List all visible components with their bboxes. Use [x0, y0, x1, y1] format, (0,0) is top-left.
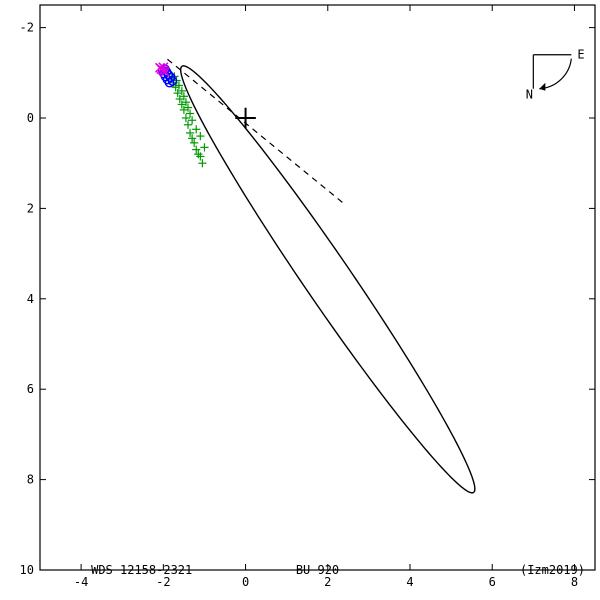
compass-e-label: E	[577, 48, 584, 62]
header-left: WDS 12158-2321	[91, 563, 192, 577]
y-tick-label: 10	[20, 563, 34, 577]
header-center: BU 920	[296, 563, 339, 577]
y-tick-label: 0	[27, 111, 34, 125]
x-tick-label: 6	[489, 575, 496, 589]
x-tick-label: -2	[156, 575, 170, 589]
y-tick-label: 2	[27, 201, 34, 215]
y-tick-label: 6	[27, 382, 34, 396]
header-right: (Izm2019)	[520, 563, 585, 577]
y-tick-label: 8	[27, 473, 34, 487]
x-tick-label: 2	[324, 575, 331, 589]
compass-n-label: N	[526, 88, 533, 102]
chart-background	[0, 0, 600, 600]
x-tick-label: 8	[571, 575, 578, 589]
x-tick-label: -4	[74, 575, 88, 589]
x-tick-label: 0	[242, 575, 249, 589]
y-tick-label: -2	[20, 21, 34, 35]
x-tick-label: 4	[406, 575, 413, 589]
y-tick-label: 4	[27, 292, 34, 306]
